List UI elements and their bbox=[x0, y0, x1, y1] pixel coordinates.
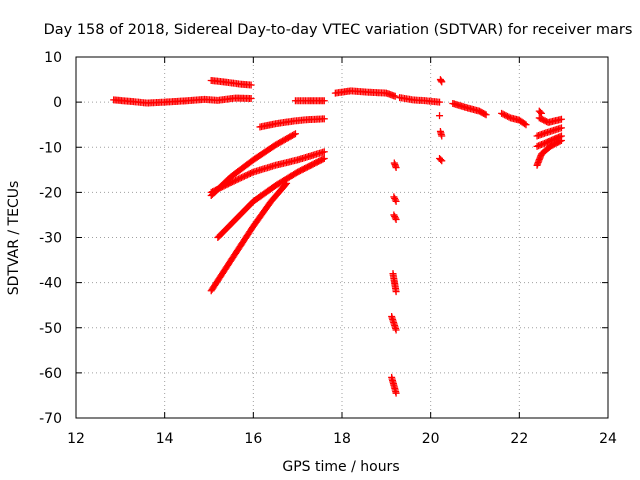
data-point-marker bbox=[481, 110, 489, 118]
y-tick-label: -10 bbox=[39, 140, 62, 156]
data-point-marker bbox=[283, 179, 291, 187]
y-tick-label: -70 bbox=[39, 411, 62, 427]
data-point-marker bbox=[390, 193, 398, 201]
series-pass-e bbox=[331, 87, 399, 100]
y-axis-label: SDTVAR / TECUs bbox=[6, 181, 22, 296]
data-point-marker bbox=[392, 215, 400, 223]
series-pass-l bbox=[207, 179, 291, 295]
y-tick-label: -20 bbox=[39, 185, 62, 201]
data-point-marker bbox=[320, 115, 328, 123]
series-pass-k bbox=[214, 155, 328, 241]
data-points bbox=[110, 76, 565, 397]
data-point-marker bbox=[319, 155, 327, 163]
data-point-marker bbox=[320, 97, 328, 105]
series-pass-a bbox=[110, 94, 255, 107]
data-point-marker bbox=[436, 112, 444, 120]
series-pass-j bbox=[207, 130, 299, 200]
data-point-marker bbox=[556, 137, 564, 145]
data-point-marker bbox=[436, 98, 444, 106]
data-point-marker bbox=[482, 111, 490, 119]
data-point-marker bbox=[282, 181, 290, 189]
series-pass-n bbox=[436, 76, 446, 165]
data-point-marker bbox=[392, 164, 400, 172]
data-point-marker bbox=[392, 288, 400, 296]
series-pass-q bbox=[533, 132, 565, 150]
data-point-marker bbox=[390, 211, 398, 219]
series-pass-p bbox=[533, 124, 565, 140]
x-axis-label: GPS time / hours bbox=[282, 459, 399, 475]
data-point-marker bbox=[392, 389, 400, 397]
data-point-marker bbox=[291, 130, 299, 138]
series-pass-g bbox=[449, 99, 490, 119]
data-point-marker bbox=[521, 120, 529, 128]
x-tick-label: 24 bbox=[599, 431, 617, 447]
x-tick-label: 12 bbox=[67, 431, 85, 447]
series-pass-o bbox=[535, 114, 565, 126]
data-point-marker bbox=[522, 121, 530, 129]
data-point-marker bbox=[391, 194, 399, 202]
y-tick-label: -60 bbox=[39, 366, 62, 382]
data-point-marker bbox=[247, 81, 255, 89]
data-point-marker bbox=[438, 157, 446, 165]
x-tick-label: 18 bbox=[333, 431, 351, 447]
data-point-marker bbox=[247, 95, 255, 103]
y-tick-label: -30 bbox=[39, 231, 62, 247]
chart-title: Day 158 of 2018, Sidereal Day-to-day VTE… bbox=[44, 22, 633, 38]
data-point-marker bbox=[392, 197, 400, 205]
data-point-marker bbox=[536, 108, 544, 116]
data-point-marker bbox=[248, 169, 256, 177]
series-pass-h bbox=[498, 109, 530, 129]
data-point-marker bbox=[437, 77, 445, 85]
data-point-marker bbox=[557, 115, 565, 123]
data-point-marker bbox=[391, 212, 399, 220]
data-point-marker bbox=[320, 155, 328, 163]
y-tick-label: -40 bbox=[39, 276, 62, 292]
series-pass-c bbox=[256, 115, 328, 131]
data-point-marker bbox=[392, 326, 400, 334]
series-pass-f bbox=[396, 94, 444, 106]
data-point-marker bbox=[438, 78, 446, 86]
y-tick-label: -50 bbox=[39, 321, 62, 337]
data-point-marker bbox=[391, 214, 399, 222]
axis-ticks: 12 14 16 18 20 22 24 10 0 -10 -20 -30 -40 -50 -60 -70 bbox=[39, 50, 617, 447]
x-tick-label: 20 bbox=[422, 431, 440, 447]
grid-lines bbox=[76, 57, 608, 418]
data-point-marker bbox=[437, 156, 445, 164]
data-point-marker bbox=[320, 148, 328, 156]
data-point-marker bbox=[290, 131, 298, 139]
series-pass-b bbox=[207, 76, 255, 89]
data-point-marker bbox=[438, 132, 446, 140]
data-point-marker bbox=[391, 92, 399, 100]
data-point-marker bbox=[538, 109, 545, 117]
series-pass-m bbox=[388, 159, 400, 397]
x-tick-label: 16 bbox=[244, 431, 262, 447]
data-point-marker bbox=[557, 124, 565, 132]
x-tick-label: 22 bbox=[510, 431, 528, 447]
series-pass-s bbox=[535, 107, 545, 117]
series-pass-r bbox=[533, 136, 565, 169]
data-point-marker bbox=[391, 196, 399, 204]
x-tick-label: 14 bbox=[156, 431, 174, 447]
y-tick-label: 0 bbox=[53, 95, 62, 111]
series-pass-i bbox=[207, 148, 328, 196]
y-tick-label: 10 bbox=[44, 50, 62, 66]
data-point-marker bbox=[557, 136, 565, 144]
series-pass-d bbox=[291, 97, 328, 105]
